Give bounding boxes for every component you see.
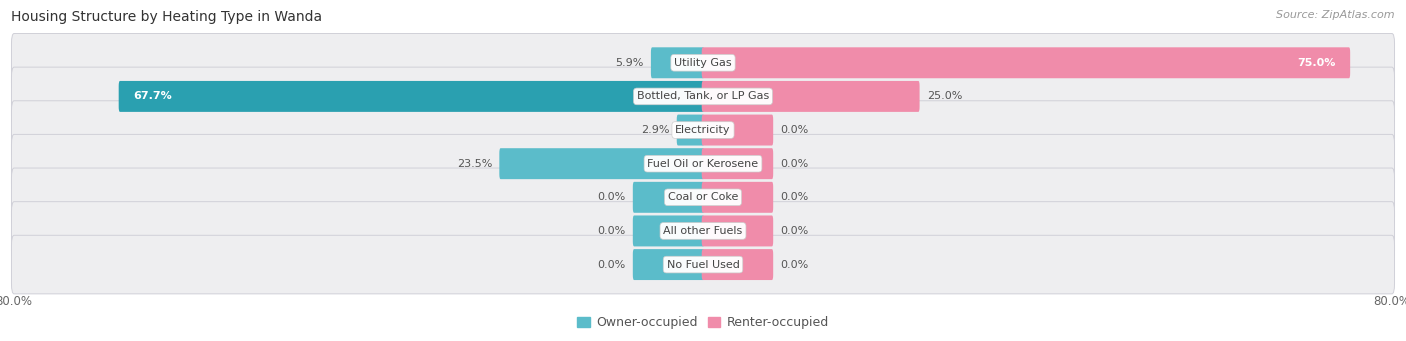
FancyBboxPatch shape xyxy=(633,182,704,213)
Text: 5.9%: 5.9% xyxy=(616,58,644,68)
FancyBboxPatch shape xyxy=(651,47,704,78)
FancyBboxPatch shape xyxy=(11,235,1395,294)
Text: Fuel Oil or Kerosene: Fuel Oil or Kerosene xyxy=(647,159,759,169)
Text: Electricity: Electricity xyxy=(675,125,731,135)
Text: 25.0%: 25.0% xyxy=(927,91,962,101)
Text: 75.0%: 75.0% xyxy=(1298,58,1336,68)
Text: 0.0%: 0.0% xyxy=(780,159,808,169)
Text: Coal or Coke: Coal or Coke xyxy=(668,192,738,202)
Text: 0.0%: 0.0% xyxy=(780,260,808,270)
Text: 67.7%: 67.7% xyxy=(134,91,172,101)
Legend: Owner-occupied, Renter-occupied: Owner-occupied, Renter-occupied xyxy=(572,311,834,334)
Text: 0.0%: 0.0% xyxy=(780,226,808,236)
Text: 0.0%: 0.0% xyxy=(598,260,626,270)
FancyBboxPatch shape xyxy=(702,115,773,146)
FancyBboxPatch shape xyxy=(118,81,704,112)
FancyBboxPatch shape xyxy=(702,249,773,280)
FancyBboxPatch shape xyxy=(11,101,1395,159)
FancyBboxPatch shape xyxy=(702,216,773,247)
FancyBboxPatch shape xyxy=(702,47,1350,78)
FancyBboxPatch shape xyxy=(11,134,1395,193)
Text: 0.0%: 0.0% xyxy=(780,125,808,135)
FancyBboxPatch shape xyxy=(11,202,1395,260)
FancyBboxPatch shape xyxy=(633,216,704,247)
FancyBboxPatch shape xyxy=(11,67,1395,126)
Text: Source: ZipAtlas.com: Source: ZipAtlas.com xyxy=(1277,10,1395,20)
FancyBboxPatch shape xyxy=(633,249,704,280)
FancyBboxPatch shape xyxy=(11,168,1395,226)
Text: All other Fuels: All other Fuels xyxy=(664,226,742,236)
Text: No Fuel Used: No Fuel Used xyxy=(666,260,740,270)
FancyBboxPatch shape xyxy=(702,148,773,179)
Text: 0.0%: 0.0% xyxy=(598,226,626,236)
Text: 2.9%: 2.9% xyxy=(641,125,669,135)
Text: Bottled, Tank, or LP Gas: Bottled, Tank, or LP Gas xyxy=(637,91,769,101)
Text: Utility Gas: Utility Gas xyxy=(675,58,731,68)
Text: 23.5%: 23.5% xyxy=(457,159,492,169)
FancyBboxPatch shape xyxy=(702,182,773,213)
FancyBboxPatch shape xyxy=(499,148,704,179)
Text: 0.0%: 0.0% xyxy=(598,192,626,202)
Text: 0.0%: 0.0% xyxy=(780,192,808,202)
FancyBboxPatch shape xyxy=(11,33,1395,92)
Text: Housing Structure by Heating Type in Wanda: Housing Structure by Heating Type in Wan… xyxy=(11,10,322,24)
FancyBboxPatch shape xyxy=(676,115,704,146)
FancyBboxPatch shape xyxy=(702,81,920,112)
